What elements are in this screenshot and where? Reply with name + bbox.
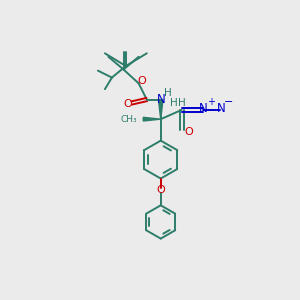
Text: N: N (200, 102, 208, 115)
Text: −: − (224, 97, 233, 107)
Text: H: H (178, 98, 185, 108)
Text: O: O (184, 127, 193, 137)
Text: H: H (164, 88, 172, 98)
Polygon shape (143, 117, 161, 121)
Polygon shape (158, 100, 163, 119)
Text: +: + (207, 97, 215, 107)
Text: CH₃: CH₃ (120, 115, 137, 124)
Text: O: O (156, 185, 165, 195)
Text: O: O (123, 99, 132, 109)
Text: N: N (157, 93, 166, 106)
Text: N: N (217, 102, 226, 115)
Text: O: O (137, 76, 146, 86)
Text: H: H (169, 98, 177, 109)
